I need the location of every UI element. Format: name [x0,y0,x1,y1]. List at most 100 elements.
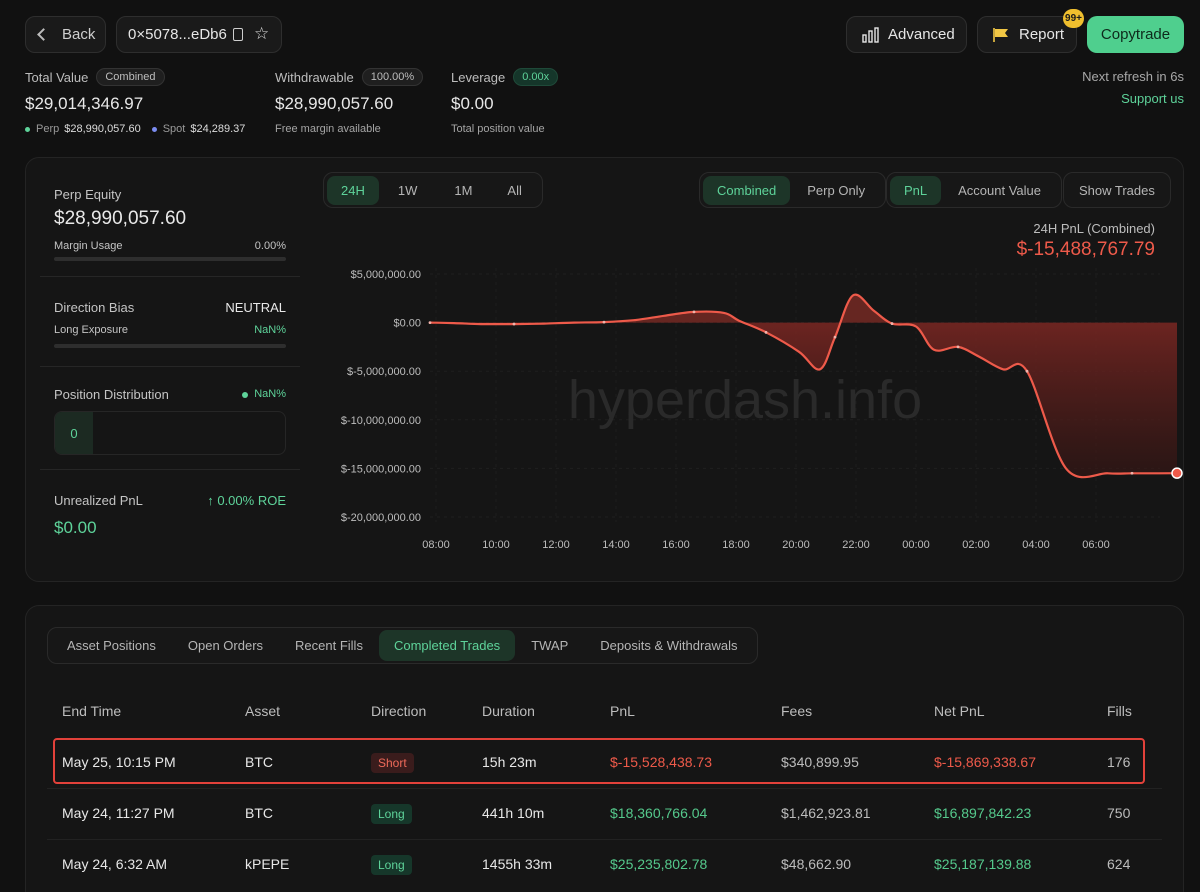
x-tick-label: 20:00 [782,539,810,551]
perp-value: $28,990,057.60 [64,123,141,135]
x-tick-label: 04:00 [1022,539,1050,551]
leverage-value: $0.00 [451,94,494,113]
pnl-data-point [890,322,894,325]
x-tick-label: 12:00 [542,539,570,551]
pnl-data-point [1130,471,1134,475]
wallet-address: 0×5078...eDb6 [128,26,227,43]
watermark: hyperdash.info [568,370,922,430]
y-tick-label: $0.00 [393,318,421,330]
direction-bias-value: NEUTRAL [225,300,286,315]
pnl-gain-area [606,294,889,322]
position-distribution-label: Position Distribution [54,387,169,402]
copytrade-label: Copytrade [1100,26,1171,43]
tab-recent-fills[interactable]: Recent Fills [295,638,363,653]
divider [40,366,300,367]
row-divider [47,788,1162,789]
spot-label: Spot [162,123,186,135]
mode-option-combined[interactable]: Combined [703,175,791,205]
row-divider [47,839,1162,840]
x-tick-label: 16:00 [662,539,690,551]
total-value: $29,014,346.97 [25,94,144,113]
mode-option-perp-only[interactable]: Perp Only [807,182,866,198]
spot-value: $24,289.37 [190,123,246,135]
overview-panel [25,157,1184,582]
withdrawable-sub: Free margin available [275,123,381,135]
report-button[interactable]: Report [977,16,1077,53]
leverage-label: Leverage [451,69,506,85]
leverage-sub: Total position value [451,123,545,135]
total-value-label: Total Value [25,69,89,85]
net-pnl-cell: $16,897,842.23 [934,805,1032,821]
asset-cell: kPEPE [245,856,290,872]
column-header-fees[interactable]: Fees [781,703,813,719]
column-header-end-time[interactable]: End Time [62,703,122,719]
column-header-duration[interactable]: Duration [482,703,535,719]
back-button[interactable]: Back [25,16,106,53]
pnl-data-point [956,345,960,349]
pnl-chart: hyperdash.info $5,000,000.00 $0.00 $-5,000… [341,268,1183,551]
column-header-pnl[interactable]: PnL [610,703,635,719]
mode-selector: Combined Perp Only [699,172,887,208]
tab-deposits-withdrawals[interactable]: Deposits & Withdrawals [600,638,738,653]
x-tick-label: 22:00 [842,539,870,551]
withdrawable-block: Withdrawable 100.00% $28,990,057.60 Free… [275,68,424,135]
show-trades-button[interactable]: Show Trades [1063,172,1171,208]
y-tick-label: $-15,000,000.00 [341,463,421,475]
y-tick-label: $-5,000,000.00 [347,366,421,378]
fills-cell: 176 [1107,754,1131,770]
total-value-block: Total Value Combined $29,014,346.97 Perp… [25,68,245,135]
fees-cell: $1,462,923.81 [781,805,871,821]
end-time-cell: May 24, 11:27 PM [62,805,175,821]
advanced-button[interactable]: Advanced [846,16,967,53]
copy-icon[interactable] [233,28,243,41]
asset-cell: BTC [245,754,273,770]
pnl-value: $-15,488,767.79 [1016,239,1155,260]
position-count: 0 [55,412,93,454]
perp-equity-value: $28,990,057.60 [54,208,187,229]
pnl-line [429,293,1178,479]
direction-tag: Long [371,804,412,824]
flag-icon [993,27,1008,42]
x-tick-label: 18:00 [722,539,750,551]
pnl-cell: $18,360,766.04 [610,805,708,821]
divider [40,469,300,470]
refresh-countdown: Next refresh in 6s [1082,69,1184,84]
metric-option-account-value[interactable]: Account Value [958,182,1042,198]
metric-option-pnl[interactable]: PnL [890,175,942,205]
pnl-cell: $25,235,802.78 [610,856,708,872]
range-option-1m[interactable]: 1M [454,182,473,198]
position-distribution-value: NaN% [254,388,286,400]
direction-tag: Long [371,855,412,875]
roe-indicator: ↑ 0.00% ROE [207,493,286,508]
tab-open-orders[interactable]: Open Orders [187,638,264,653]
support-link[interactable]: Support us [1121,91,1184,106]
net-pnl-cell: $-15,869,338.67 [934,754,1036,770]
perp-equity-label: Perp Equity [54,187,122,202]
tab-asset-positions[interactable]: Asset Positions [67,638,156,653]
bar-chart-icon [862,26,879,43]
range-option-24h[interactable]: 24H [327,175,379,205]
pnl-current-point [1171,467,1183,479]
column-header-net-pnl[interactable]: Net PnL [934,703,985,719]
pnl-cell: $-15,528,438.73 [610,754,712,770]
margin-usage-value: 0.00% [254,240,286,252]
tab-completed-trades[interactable]: Completed Trades [378,630,516,661]
duration-cell: 441h 10m [482,805,545,821]
leverage-block: Leverage 0.00x $0.00 Total position valu… [451,68,559,135]
fills-cell: 750 [1107,805,1131,821]
back-label: Back [62,26,96,43]
range-option-1w[interactable]: 1W [397,182,418,198]
report-label: Report [1019,26,1065,43]
tab-twap[interactable]: TWAP [531,638,569,653]
withdrawable-label: Withdrawable [275,69,354,85]
copytrade-button[interactable]: Copytrade [1087,16,1184,53]
column-header-asset[interactable]: Asset [245,703,281,719]
column-header-direction[interactable]: Direction [371,703,427,719]
direction-bias-label: Direction Bias [54,300,135,315]
star-icon[interactable]: ☆ [254,24,270,43]
column-header-fills[interactable]: Fills [1107,703,1132,719]
table-row[interactable] [53,738,1145,784]
withdrawable-pill: 100.00% [361,68,424,86]
range-option-all[interactable]: All [507,182,522,198]
net-pnl-cell: $25,187,139.88 [934,856,1032,872]
